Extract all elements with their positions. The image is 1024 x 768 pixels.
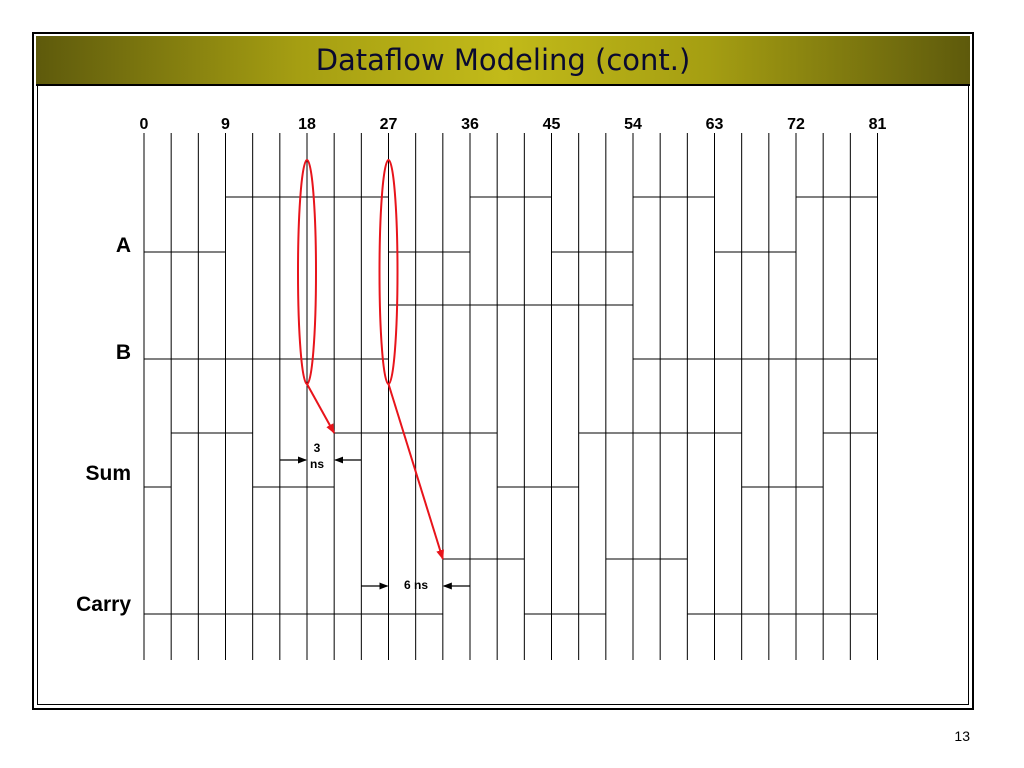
- waveforms: [144, 196, 878, 615]
- signal-labels: A B Sum Carry: [76, 234, 131, 616]
- signal-label-carry: Carry: [76, 593, 131, 616]
- signal-label-b: B: [116, 341, 131, 364]
- delay-annotation-arrows: [279, 456, 470, 590]
- time-tick-labels: 0 9 18 27 36 45 54 63 72 81: [140, 116, 887, 133]
- delay-annotations: 3 ns 6 ns: [310, 441, 428, 592]
- time-gridlines: [143, 133, 878, 660]
- time-tick-label: 0: [140, 116, 149, 133]
- causality-arrow-carry: [387, 383, 444, 560]
- time-tick-label: 81: [869, 116, 887, 133]
- time-tick-label: 36: [461, 116, 479, 133]
- carry-delay-label: 6 ns: [404, 578, 428, 592]
- slide-frame: Dataflow Modeling (cont.): [32, 32, 974, 710]
- time-tick-label: 63: [706, 116, 724, 133]
- causality-arrow-sum: [306, 383, 336, 434]
- signal-label-a: A: [116, 234, 131, 257]
- time-tick-label: 54: [624, 116, 642, 133]
- time-tick-label: 18: [298, 116, 316, 133]
- sum-delay-value: 3: [314, 441, 321, 455]
- sum-delay-unit: ns: [310, 457, 324, 471]
- time-tick-label: 45: [543, 116, 561, 133]
- time-tick-label: 72: [787, 116, 805, 133]
- time-tick-label: 9: [221, 116, 230, 133]
- time-tick-label: 27: [380, 116, 398, 133]
- signal-label-sum: Sum: [85, 462, 131, 485]
- title-bar: Dataflow Modeling (cont.): [36, 36, 970, 86]
- slide-title: Dataflow Modeling (cont.): [315, 43, 691, 77]
- page-number: 13: [954, 728, 970, 744]
- highlight-marks: [297, 159, 444, 560]
